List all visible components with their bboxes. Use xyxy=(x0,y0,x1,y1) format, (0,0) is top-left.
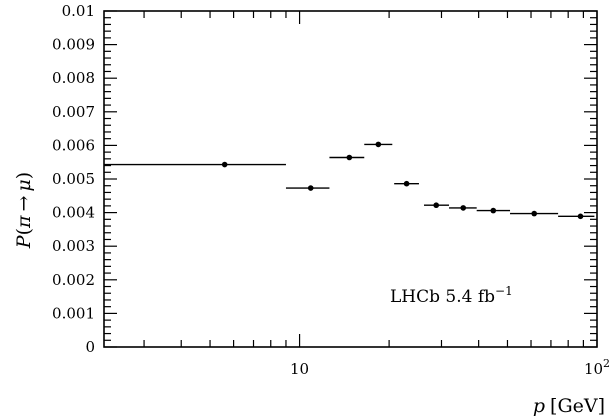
x-axis-label: p [GeV] xyxy=(533,395,605,417)
x-label-unit: [GeV] xyxy=(550,395,605,417)
data-point xyxy=(307,185,314,191)
y-tick-label: 0.004 xyxy=(52,204,95,222)
x-tick-label: 10 xyxy=(290,360,309,378)
y-label-from: π xyxy=(13,215,35,229)
y-label-to: μ xyxy=(13,179,35,191)
y-tick-label: 0.007 xyxy=(52,103,95,121)
plot-frame xyxy=(103,10,598,348)
axis-ticks xyxy=(104,10,598,348)
x-tick-exponent: 2 xyxy=(603,357,610,370)
data-point xyxy=(375,141,382,148)
data-point xyxy=(403,180,410,187)
y-tick-label: 0.01 xyxy=(62,2,95,20)
data-point xyxy=(460,205,467,211)
annotation-sup: −1 xyxy=(495,284,513,298)
y-label-arrow: → xyxy=(13,195,35,211)
data-point xyxy=(433,202,440,209)
data-point xyxy=(346,154,353,161)
y-tick-label: 0.009 xyxy=(52,36,95,54)
y-tick-label: 0.002 xyxy=(52,271,95,289)
y-tick-label: 0.001 xyxy=(52,304,95,322)
x-label-var: p xyxy=(533,395,545,417)
data-points xyxy=(104,141,595,220)
y-tick-label: 0.003 xyxy=(52,237,95,255)
annotation-lhcb: LHCb 5.4 fb−1 xyxy=(390,284,513,307)
data-point xyxy=(531,210,538,217)
y-label-prefix: P xyxy=(13,234,35,249)
y-label-close: ) xyxy=(13,172,35,179)
data-point xyxy=(577,213,584,220)
tick-labels: 0 0.001 0.002 0.003 0.004 0.005 0.006 0.007 0.00… xyxy=(52,2,610,378)
x-tick-label: 102 xyxy=(584,357,610,378)
annotation-text: LHCb 5.4 fb xyxy=(390,287,495,307)
y-tick-label: 0.008 xyxy=(52,69,95,87)
data-point xyxy=(221,161,228,168)
y-label-open: ( xyxy=(13,228,35,235)
y-tick-label: 0.005 xyxy=(52,170,95,188)
data-point xyxy=(490,207,497,214)
y-tick-label: 0.006 xyxy=(52,136,95,154)
y-axis-label: P(π → μ) xyxy=(13,172,35,249)
y-tick-label: 0 xyxy=(85,338,95,356)
